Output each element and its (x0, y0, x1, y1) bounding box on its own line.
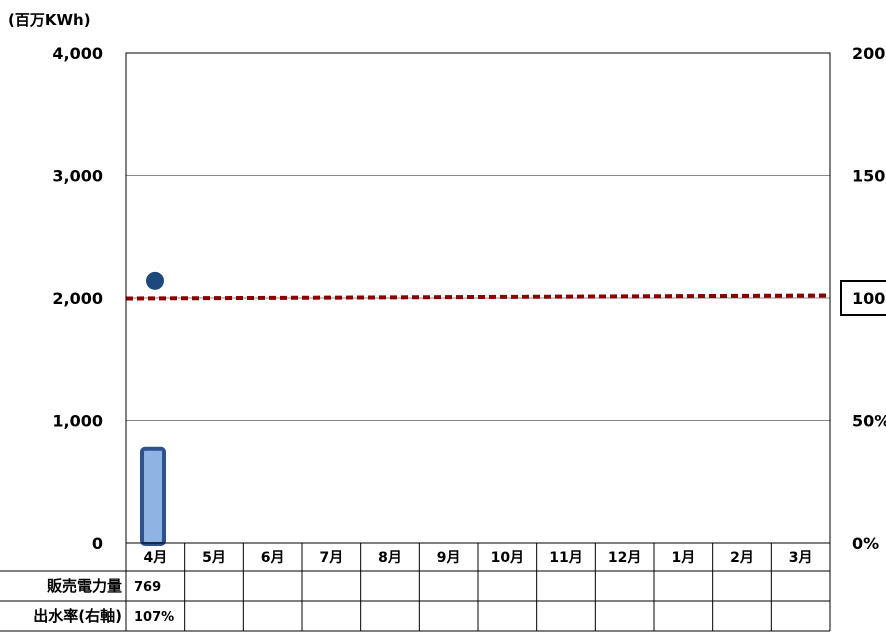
bars (140, 446, 166, 546)
x-tick-label: 10月 (491, 550, 524, 566)
reference-tick-box (840, 280, 886, 316)
y2-tick-label: 0% (852, 534, 879, 553)
markers (146, 271, 164, 290)
y-axis-unit-label: (百万KWh) (8, 11, 91, 29)
y2-tick-label: 200 (852, 44, 885, 63)
x-tick-label: 2月 (730, 550, 754, 566)
y2-tick-label: 100 (852, 289, 885, 308)
y-axis-left: 4,000 3,000 2,000 1,000 0 (52, 44, 103, 553)
x-tick-label: 3月 (789, 550, 813, 566)
x-tick-label: 8月 (378, 550, 402, 566)
reference-line (125, 293, 831, 301)
x-tick-label: 7月 (319, 550, 343, 566)
x-tick-label: 6月 (261, 550, 285, 566)
y-tick-label: 4,000 (52, 44, 103, 63)
y2-tick-label: 150 (852, 167, 885, 186)
data-label: 769 (134, 580, 161, 595)
y-tick-label: 1,000 (52, 412, 103, 431)
plot-area (125, 52, 831, 544)
bar (140, 446, 166, 546)
x-tick-label: 9月 (437, 550, 461, 566)
y-axis-right: 200 150 100 50% 0% (840, 44, 886, 553)
y-tick-label: 0 (92, 534, 103, 553)
data-label: 107% (134, 610, 174, 625)
y-tick-label: 2,000 (52, 289, 103, 308)
y2-tick-label: 50% (852, 412, 886, 431)
reference-line-dashes (125, 293, 831, 301)
marker-point (146, 271, 164, 290)
x-tick-label: 1月 (671, 550, 695, 566)
x-tick-label: 11月 (549, 550, 582, 566)
x-tick-label: 4月 (143, 550, 167, 566)
x-tick-label: 5月 (202, 550, 226, 566)
y-tick-label: 3,000 (52, 167, 103, 186)
series-row-label: 出水率(右軸) (33, 607, 122, 625)
x-tick-label: 12月 (608, 550, 641, 566)
series-row-label: 販売電力量 (47, 577, 122, 595)
